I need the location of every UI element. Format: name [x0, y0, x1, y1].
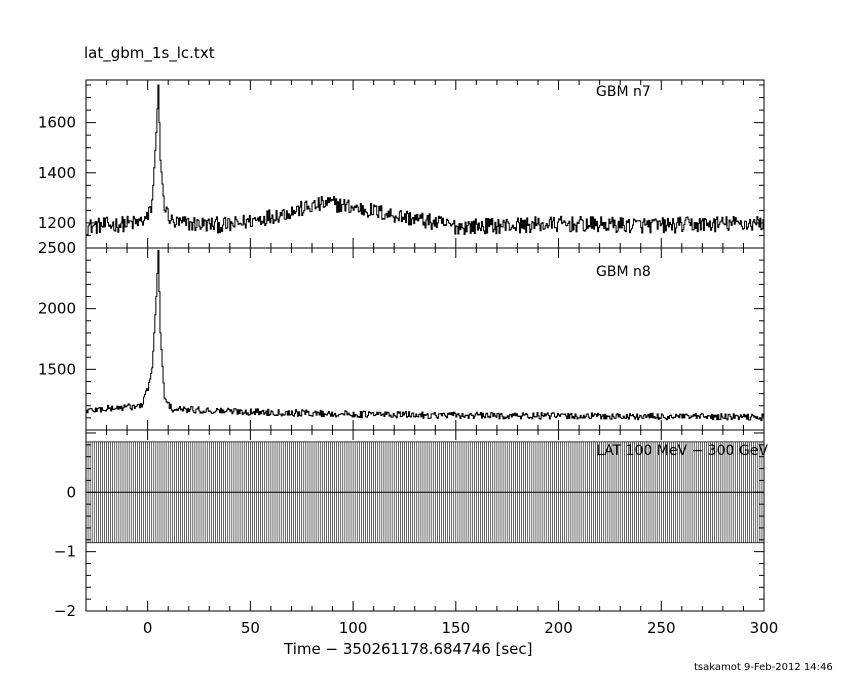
panel-frame: [85, 247, 765, 431]
x-tick-label: 0: [143, 619, 153, 637]
x-tick-label: 250: [647, 619, 676, 637]
footer-credit: tsakamot 9-Feb-2012 14:46: [694, 662, 833, 673]
y-tick-label: −1: [54, 543, 76, 561]
panel-label: GBM n7: [596, 84, 651, 100]
error-bars: [85, 441, 765, 543]
y-tick-label: 2000: [38, 300, 76, 318]
y-tick-label: 2500: [38, 239, 76, 257]
y-tick-label: 0: [66, 483, 76, 501]
panel-gbm-n7: 1200 1400 1600 GBM n7: [38, 79, 765, 249]
y-tick-label: 1400: [38, 164, 76, 182]
panel-label: LAT 100 MeV − 300 GeV: [596, 443, 768, 459]
y-tick-label: 1500: [38, 360, 76, 378]
y-tick-label: −2: [54, 602, 76, 620]
figure-title: lat_gbm_1s_lc.txt: [84, 44, 215, 62]
panel-label: GBM n8: [596, 264, 651, 280]
panel-lat: 0 50 100 150 200 250 300 −2 −1 0 LAT 100 MeV − 300…: [54, 429, 779, 637]
x-axis-label: Time − 350261178.684746 [sec]: [284, 640, 533, 658]
x-tick-label: 200: [544, 619, 573, 637]
x-tick-label: 150: [441, 619, 470, 637]
x-tick-label: 300: [750, 619, 779, 637]
panel-gbm-n8: 1500 2000 2500 GBM n8: [38, 239, 765, 431]
series-line: [86, 249, 764, 422]
y-tick-label: 1600: [38, 114, 76, 132]
x-tick-label: 50: [241, 619, 260, 637]
y-tick-label: 1200: [38, 214, 76, 232]
series-line: [86, 84, 764, 235]
x-tick-label: 100: [339, 619, 368, 637]
